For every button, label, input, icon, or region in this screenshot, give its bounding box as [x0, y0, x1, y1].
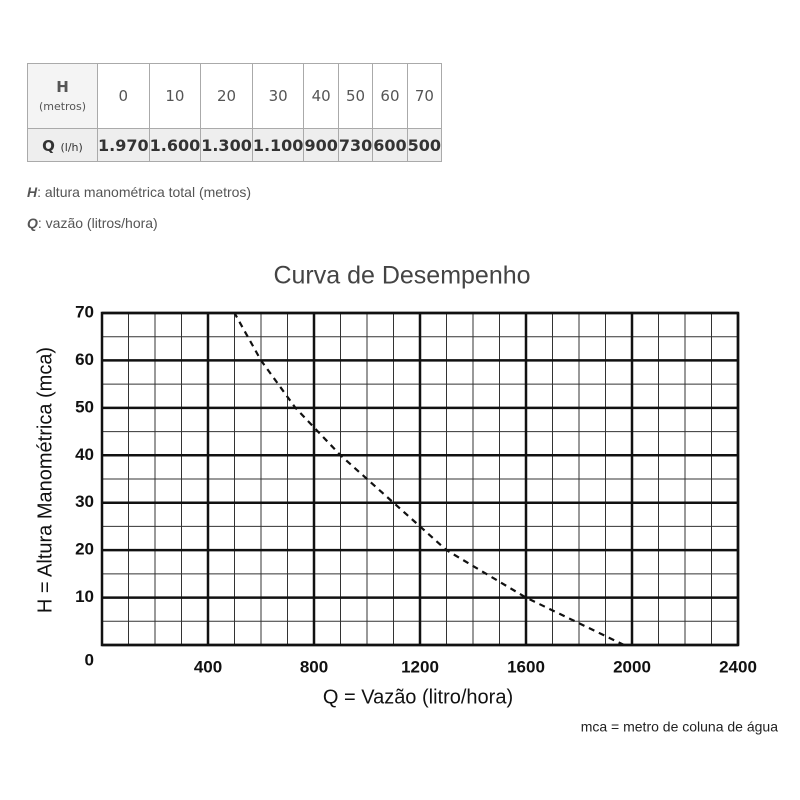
x-tick-label: 400 — [194, 657, 222, 676]
chart-note: mca = metro de coluna de água — [581, 719, 779, 735]
data-table: H (metros) 0 10 20 30 40 50 60 70 Q (l/h) 1.970 1… — [27, 63, 443, 162]
note-symbol: Q — [27, 215, 38, 231]
table-cell: 1.600 — [148, 128, 202, 162]
header-label: H (metros) — [27, 63, 98, 129]
note: H: altura manométrica total (metros) — [27, 184, 251, 200]
note-text: : vazão (litros/hora) — [37, 215, 158, 231]
y-axis-label: H = Altura Manométrica (mca) — [34, 347, 56, 613]
q-label-cell: Q (l/h) — [27, 128, 98, 162]
x-tick-label: 1600 — [507, 657, 545, 676]
plot-frame — [100, 311, 740, 647]
table-cell: 900 — [303, 128, 339, 162]
table-cell: 500 — [406, 128, 443, 162]
note: Q: vazão (litros/hora) — [27, 215, 158, 231]
y-tick-label: 40 — [75, 445, 94, 464]
x-tick-label: 1200 — [401, 657, 439, 676]
y-tick-label: 50 — [75, 397, 94, 416]
y-tick-label: 10 — [75, 587, 94, 606]
note-symbol: H — [27, 184, 38, 200]
table-cell: 70 — [406, 63, 443, 129]
table-cell: 40 — [303, 63, 339, 129]
x-tick-label: 800 — [300, 657, 328, 676]
chart-title: Curva de Desempenho — [273, 262, 530, 290]
table-cell: 730 — [337, 128, 374, 162]
curve — [233, 312, 625, 646]
y-tick-label: 30 — [75, 492, 94, 511]
x-tick-label: 2000 — [613, 657, 651, 676]
note-text: : altura manométrica total (metros) — [37, 184, 252, 200]
h-sublabel: (metros) — [38, 100, 87, 113]
table-cell: 1.970 — [97, 128, 150, 162]
q-row: Q (l/h) 1.970 1.600 1.300 1.100 900 730 600 500 — [27, 128, 443, 162]
y-tick-label: 70 — [75, 302, 94, 321]
y-tick-label: 0 — [85, 650, 94, 669]
q-label: Q — [42, 136, 55, 155]
y-tick-label: 20 — [75, 540, 94, 559]
table-cell: 50 — [337, 63, 374, 129]
header-row: H (metros) 0 10 20 30 40 50 60 70 — [27, 63, 443, 129]
table-cell: 1.100 — [251, 128, 305, 162]
h-label: H — [56, 78, 69, 96]
q-sublabel: (l/h) — [60, 140, 83, 154]
y-tick-label: 60 — [75, 350, 94, 369]
table-cell: 600 — [372, 128, 408, 162]
x-axis-label: Q = Vazão (litro/hora) — [323, 686, 513, 708]
table-cell: 1.300 — [200, 128, 253, 162]
table-cell: 10 — [148, 63, 202, 129]
x-tick-label: 2400 — [719, 657, 757, 676]
table-cell: 30 — [251, 63, 305, 129]
